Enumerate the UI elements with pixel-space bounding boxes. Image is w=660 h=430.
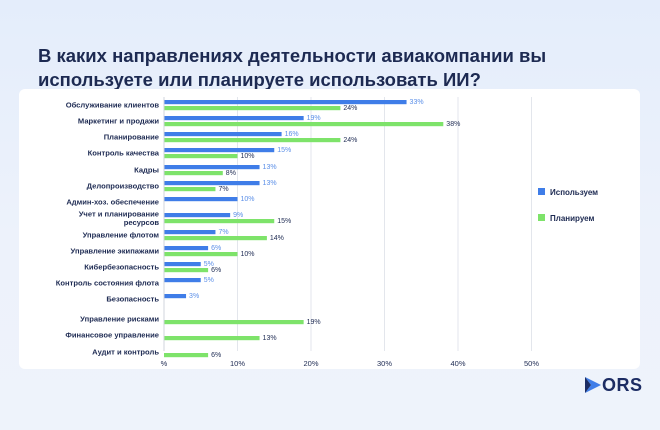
bar-plan: [164, 154, 238, 159]
data-label-plan: 10%: [241, 153, 255, 160]
category-label: Делопроизводство: [87, 182, 160, 191]
bar-plan: [164, 268, 209, 273]
bar-use: [164, 294, 187, 299]
bar-use: [164, 278, 201, 283]
bar-plan: [164, 236, 267, 241]
data-label-use: 5%: [204, 261, 214, 268]
x-tick-label: 40%: [450, 359, 465, 368]
bar-use: [164, 116, 304, 121]
category-label: Управление экипажами: [71, 247, 160, 256]
data-label-plan: 6%: [211, 267, 221, 274]
bar-plan: [164, 353, 209, 358]
data-label-use: 33%: [410, 99, 424, 106]
data-label-plan: 38%: [446, 121, 460, 128]
bar-plan: [164, 219, 275, 224]
category-label: Админ-хоз. обеспечение: [66, 198, 159, 207]
data-label-use: 19%: [307, 115, 321, 122]
chart-card: % 10% 20% 30% 40% 50% Обслуживание клиентов 33%…: [19, 89, 640, 369]
page-title: В каких направлениях деятельности авиако…: [38, 45, 547, 90]
bar-use: [164, 181, 260, 186]
x-tick-label: 20%: [303, 359, 318, 368]
data-label-plan: 24%: [343, 137, 357, 144]
legend-swatch-use: [538, 188, 545, 195]
data-label-plan: 14%: [270, 235, 284, 242]
bar-plan: [164, 336, 260, 341]
bar-use: [164, 197, 238, 202]
logo-arrow-icon: [585, 377, 601, 393]
bar-use: [164, 132, 282, 137]
category-label: Маркетинг и продажи: [78, 117, 159, 126]
category-label: Учет и планирование ресурсов: [79, 210, 160, 228]
category-label: Управление рисками: [80, 315, 159, 324]
data-label-use: 5%: [204, 277, 214, 284]
legend-swatch-plan: [538, 214, 545, 221]
x-tick-label: 10%: [230, 359, 245, 368]
data-label-use: 6%: [211, 245, 221, 252]
data-label-use: 3%: [189, 293, 199, 300]
chart: % 10% 20% 30% 40% 50% Обслуживание клиентов 33%…: [56, 97, 598, 368]
data-label-plan: 19%: [307, 319, 321, 326]
bar-use: [164, 262, 201, 267]
data-label-use: 13%: [263, 164, 277, 171]
bar-use: [164, 148, 275, 153]
bar-plan: [164, 252, 238, 257]
bar-use: [164, 246, 209, 251]
category-label: Контроль состояния флота: [56, 279, 160, 288]
data-label-use: 16%: [285, 131, 299, 138]
data-label-plan: 15%: [277, 218, 291, 225]
category-label: Обслуживание клиентов: [66, 101, 160, 110]
data-label-plan: 24%: [343, 105, 357, 112]
category-label: Управление флотом: [83, 231, 160, 240]
data-label-use: 15%: [277, 147, 291, 154]
data-label-plan: 7%: [218, 186, 228, 193]
category-label: Безопасность: [106, 295, 159, 304]
legend-label-use: Используем: [550, 188, 598, 197]
category-label: Кадры: [134, 166, 159, 175]
bar-use: [164, 100, 407, 105]
bar-plan: [164, 122, 444, 127]
data-label-plan: 8%: [226, 170, 236, 177]
bar-use: [164, 165, 260, 170]
bar-use: [164, 213, 231, 218]
bar-plan: [164, 320, 304, 325]
bar-plan: [164, 187, 216, 192]
legend-label-plan: Планируем: [550, 214, 595, 223]
data-label-plan: 6%: [211, 352, 221, 359]
category-label: Планирование: [104, 133, 159, 142]
data-label-plan: 13%: [263, 335, 277, 342]
bar-plan: [164, 138, 341, 143]
category-label: Контроль качества: [88, 149, 160, 158]
brand-logo: ORS: [583, 374, 649, 396]
data-label-use: 10%: [241, 196, 255, 203]
bar-plan: [164, 106, 341, 111]
logo-text: ORS: [602, 375, 643, 395]
bar-use: [164, 230, 216, 235]
bar-plan: [164, 171, 223, 176]
data-label-use: 13%: [263, 180, 277, 187]
data-label-plan: 10%: [241, 251, 255, 258]
x-tick-label: 50%: [524, 359, 539, 368]
x-tick-label: 30%: [377, 359, 392, 368]
data-label-use: 7%: [218, 229, 228, 236]
category-label: Аудит и контроль: [92, 348, 159, 357]
x-tick-label: %: [161, 359, 168, 368]
category-label: Кибербезопасность: [84, 263, 159, 272]
category-label: Финансовое управление: [65, 331, 159, 340]
data-label-use: 9%: [233, 212, 243, 219]
